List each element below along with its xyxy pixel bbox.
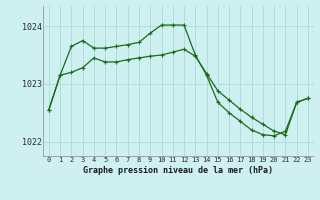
X-axis label: Graphe pression niveau de la mer (hPa): Graphe pression niveau de la mer (hPa) [84, 166, 273, 175]
